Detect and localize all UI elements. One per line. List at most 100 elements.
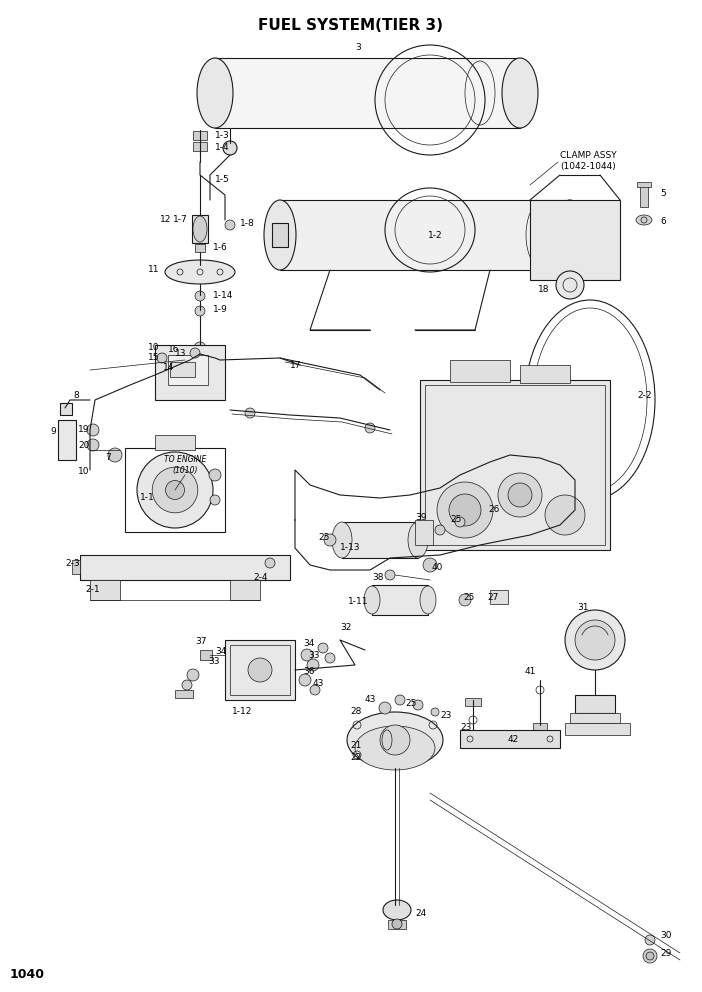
Circle shape: [301, 649, 313, 661]
Circle shape: [248, 658, 272, 682]
Ellipse shape: [636, 215, 652, 225]
Text: 1-8: 1-8: [240, 218, 255, 227]
Text: 2-2: 2-2: [637, 391, 651, 400]
Circle shape: [449, 494, 481, 526]
Circle shape: [137, 452, 213, 528]
Text: 10: 10: [78, 467, 89, 476]
Circle shape: [435, 525, 445, 535]
Text: 25: 25: [318, 533, 329, 542]
Bar: [640, 185, 648, 207]
Circle shape: [152, 467, 198, 513]
Text: 1-4: 1-4: [215, 144, 230, 153]
Ellipse shape: [554, 200, 586, 270]
Text: 10: 10: [148, 343, 159, 352]
Text: 34: 34: [215, 648, 226, 657]
Text: 1-12: 1-12: [232, 707, 253, 716]
Ellipse shape: [264, 200, 296, 270]
Circle shape: [459, 594, 471, 606]
Bar: [450, 360, 510, 382]
Bar: [425, 385, 605, 545]
Text: (1010): (1010): [172, 465, 198, 474]
Circle shape: [190, 348, 200, 358]
Text: 25: 25: [463, 593, 475, 602]
Circle shape: [209, 469, 221, 481]
Circle shape: [545, 495, 585, 535]
Text: 8: 8: [73, 391, 79, 400]
Text: 11: 11: [148, 266, 159, 275]
Ellipse shape: [165, 260, 235, 284]
Circle shape: [392, 919, 402, 929]
Circle shape: [299, 674, 311, 686]
Text: 3: 3: [355, 44, 361, 53]
Text: 23: 23: [440, 710, 451, 719]
Text: 2-1: 2-1: [85, 585, 100, 594]
Bar: [230, 580, 260, 600]
Bar: [155, 345, 225, 400]
Circle shape: [195, 291, 205, 301]
Bar: [155, 435, 195, 450]
Circle shape: [195, 306, 205, 316]
Ellipse shape: [332, 522, 352, 558]
Bar: [230, 645, 290, 695]
Circle shape: [310, 685, 320, 695]
Circle shape: [385, 570, 395, 580]
Text: 42: 42: [508, 735, 519, 745]
Bar: [465, 698, 481, 706]
Bar: [342, 522, 418, 558]
Circle shape: [166, 480, 185, 500]
Text: 39: 39: [415, 514, 427, 523]
Text: 41: 41: [525, 668, 536, 677]
Circle shape: [413, 700, 423, 710]
Text: 15: 15: [148, 353, 159, 362]
Bar: [200, 650, 212, 660]
Text: 1-11: 1-11: [348, 597, 369, 606]
Bar: [570, 713, 620, 723]
Ellipse shape: [193, 216, 207, 242]
Text: 22: 22: [350, 754, 362, 763]
Text: 33: 33: [208, 658, 220, 667]
Text: 27: 27: [487, 593, 498, 602]
Text: 38: 38: [372, 572, 383, 581]
Ellipse shape: [408, 522, 428, 558]
Bar: [575, 695, 615, 713]
Text: 30: 30: [660, 930, 672, 939]
Text: 43: 43: [365, 695, 376, 704]
Circle shape: [307, 659, 319, 671]
Text: 1-5: 1-5: [215, 176, 230, 185]
Circle shape: [87, 439, 99, 451]
Bar: [565, 723, 630, 735]
Text: 5: 5: [660, 189, 665, 198]
Text: 26: 26: [488, 506, 499, 515]
Circle shape: [194, 342, 206, 354]
Text: 24: 24: [415, 909, 426, 918]
Text: 9: 9: [50, 428, 55, 436]
Text: 29: 29: [660, 948, 671, 957]
Ellipse shape: [383, 900, 411, 920]
Circle shape: [265, 558, 275, 568]
Text: 34: 34: [303, 639, 314, 648]
Text: 40: 40: [432, 562, 444, 571]
Text: 13: 13: [175, 348, 187, 357]
Text: 12: 12: [160, 215, 171, 224]
Bar: [175, 690, 193, 698]
Circle shape: [245, 408, 255, 418]
Text: 37: 37: [195, 638, 206, 647]
Circle shape: [437, 482, 493, 538]
Circle shape: [565, 610, 625, 670]
Text: 36: 36: [303, 668, 314, 677]
Text: 1-13: 1-13: [340, 543, 361, 552]
Ellipse shape: [347, 712, 443, 768]
Bar: [193, 131, 207, 140]
Text: 1-3: 1-3: [215, 131, 230, 140]
Circle shape: [379, 702, 391, 714]
Text: 1-7: 1-7: [173, 215, 187, 224]
Bar: [215, 58, 520, 128]
Text: 1-1: 1-1: [140, 493, 154, 503]
Text: (1042-1044): (1042-1044): [560, 163, 616, 172]
Bar: [637, 182, 651, 187]
Circle shape: [643, 949, 657, 963]
Text: TO ENGINE: TO ENGINE: [164, 455, 206, 464]
Text: 25: 25: [405, 698, 416, 707]
Text: 18: 18: [538, 286, 550, 295]
Text: 28: 28: [350, 707, 362, 716]
